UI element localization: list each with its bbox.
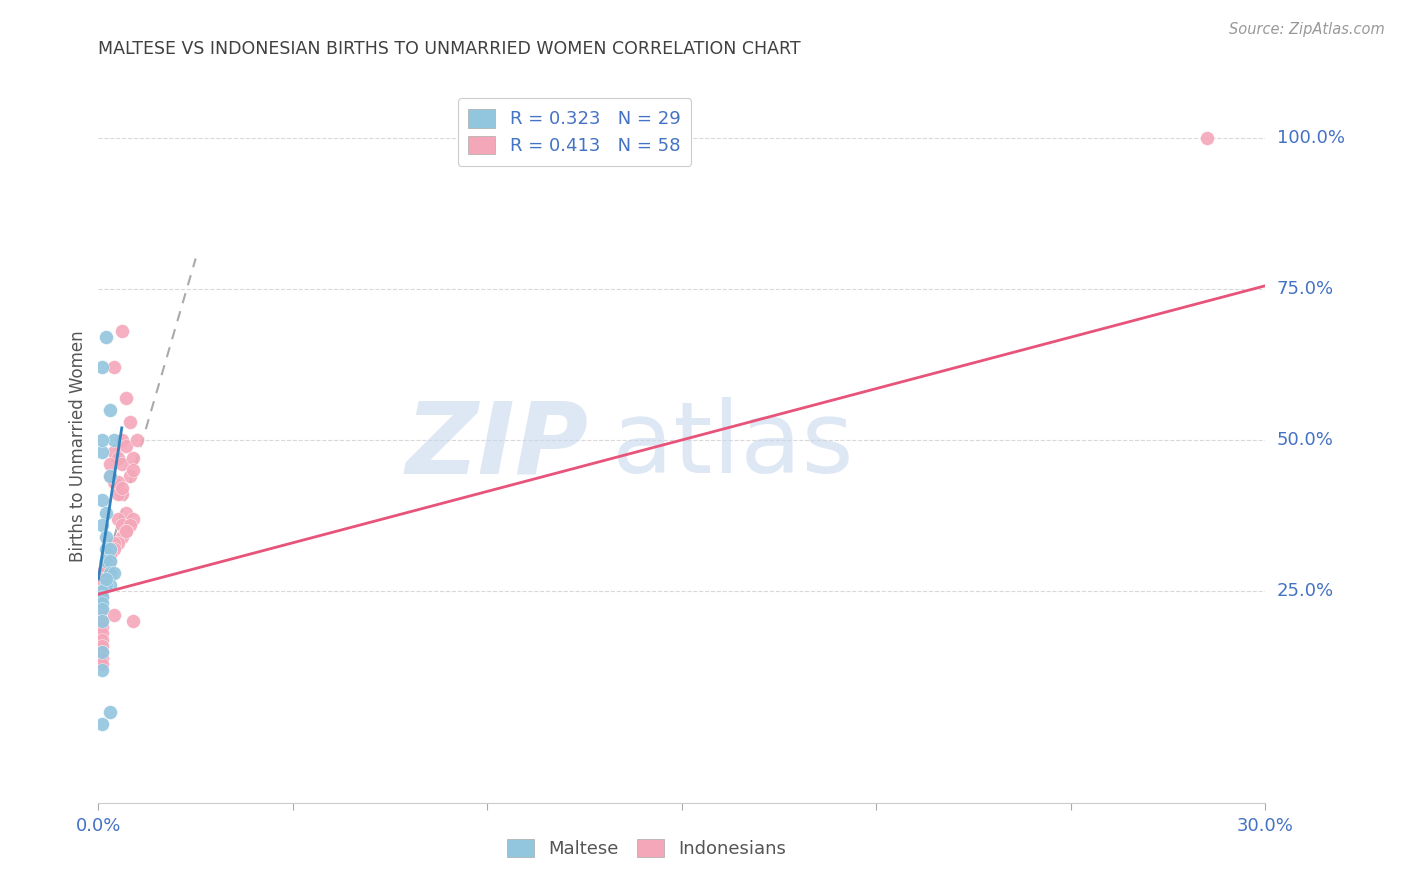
Point	[103, 535, 125, 549]
Text: atlas: atlas	[612, 398, 853, 494]
Point	[118, 469, 141, 483]
Point	[91, 493, 114, 508]
Text: 100.0%: 100.0%	[1277, 128, 1344, 146]
Point	[111, 457, 134, 471]
Point	[96, 506, 118, 520]
Point	[98, 469, 121, 483]
Point	[91, 590, 114, 604]
Point	[96, 554, 118, 568]
Point	[111, 433, 134, 447]
Point	[107, 475, 129, 490]
Point	[91, 663, 114, 677]
Y-axis label: Births to Unmarried Women: Births to Unmarried Women	[69, 330, 87, 562]
Point	[91, 433, 114, 447]
Point	[103, 360, 125, 375]
Point	[127, 433, 149, 447]
Point	[114, 524, 136, 538]
Point	[91, 602, 114, 616]
Point	[91, 445, 114, 459]
Point	[114, 391, 136, 405]
Point	[91, 657, 114, 671]
Point	[103, 433, 125, 447]
Point	[96, 541, 118, 556]
Point	[91, 639, 114, 653]
Point	[91, 584, 114, 599]
Point	[91, 566, 114, 580]
Point	[91, 632, 114, 647]
Point	[107, 487, 129, 501]
Point	[114, 439, 136, 453]
Point	[118, 517, 141, 532]
Point	[91, 615, 114, 629]
Point	[91, 596, 114, 610]
Point	[122, 615, 145, 629]
Point	[91, 590, 114, 604]
Point	[98, 578, 121, 592]
Point	[96, 566, 118, 580]
Point	[91, 584, 114, 599]
Point	[111, 324, 134, 338]
Point	[111, 530, 134, 544]
Point	[98, 541, 121, 556]
Point	[111, 487, 134, 501]
Point	[96, 572, 118, 586]
Point	[114, 506, 136, 520]
Point	[91, 578, 114, 592]
Point	[122, 511, 145, 525]
Point	[98, 457, 121, 471]
Point	[91, 572, 114, 586]
Point	[91, 650, 114, 665]
Point	[91, 602, 114, 616]
Point	[103, 541, 125, 556]
Point	[91, 620, 114, 634]
Point	[96, 560, 118, 574]
Point	[91, 615, 114, 629]
Point	[111, 481, 134, 495]
Point	[96, 554, 118, 568]
Text: 25.0%: 25.0%	[1277, 582, 1334, 600]
Point	[98, 541, 121, 556]
Point	[91, 584, 114, 599]
Point	[91, 572, 114, 586]
Point	[103, 475, 125, 490]
Point	[111, 517, 134, 532]
Point	[1195, 130, 1218, 145]
Text: Source: ZipAtlas.com: Source: ZipAtlas.com	[1229, 22, 1385, 37]
Point	[96, 530, 118, 544]
Text: 75.0%: 75.0%	[1277, 280, 1334, 298]
Point	[98, 554, 121, 568]
Point	[122, 451, 145, 466]
Point	[107, 511, 129, 525]
Text: MALTESE VS INDONESIAN BIRTHS TO UNMARRIED WOMEN CORRELATION CHART: MALTESE VS INDONESIAN BIRTHS TO UNMARRIE…	[98, 40, 801, 58]
Point	[98, 548, 121, 562]
Point	[98, 705, 121, 719]
Point	[98, 566, 121, 580]
Legend: Maltese, Indonesians: Maltese, Indonesians	[501, 831, 794, 865]
Point	[96, 554, 118, 568]
Point	[114, 524, 136, 538]
Point	[107, 451, 129, 466]
Point	[96, 578, 118, 592]
Point	[122, 463, 145, 477]
Point	[118, 415, 141, 429]
Point	[98, 554, 121, 568]
Point	[91, 717, 114, 731]
Text: ZIP: ZIP	[405, 398, 589, 494]
Point	[103, 566, 125, 580]
Text: 50.0%: 50.0%	[1277, 431, 1333, 449]
Point	[103, 608, 125, 623]
Point	[91, 517, 114, 532]
Point	[91, 645, 114, 659]
Point	[103, 445, 125, 459]
Point	[107, 535, 129, 549]
Point	[91, 645, 114, 659]
Point	[96, 330, 118, 344]
Point	[91, 626, 114, 640]
Point	[98, 469, 121, 483]
Point	[98, 402, 121, 417]
Point	[91, 566, 114, 580]
Point	[91, 360, 114, 375]
